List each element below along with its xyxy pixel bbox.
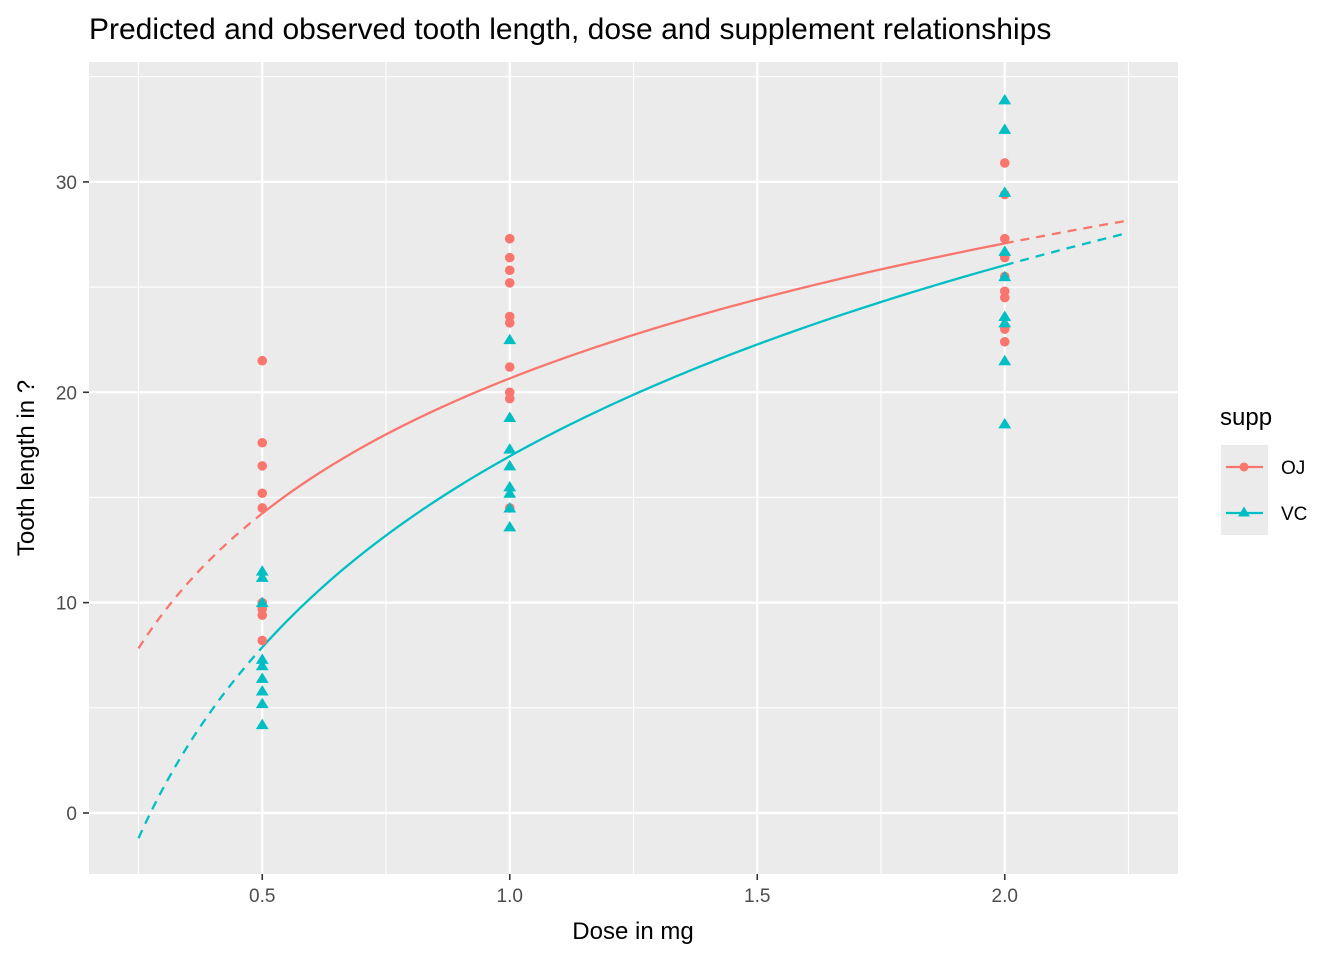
fit-extrapolated-high-oj [1004,219,1129,245]
point-vc [255,684,269,696]
point-vc [998,186,1012,197]
point-vc [255,697,269,709]
point-vc [998,316,1012,328]
y-axis-title: Tooth length in ? [13,380,40,556]
point-vc [503,443,517,454]
y-tick-label: 10 [56,594,77,615]
point-vc [998,270,1012,282]
x-tick-label: 1.0 [497,886,523,907]
axis-ticks [83,181,1006,880]
point-vc [503,480,517,492]
point-vc [255,571,269,582]
y-tick-label: 0 [66,804,77,825]
point-vc [255,718,269,730]
point-oj [504,393,515,404]
fit-observed-vc [261,264,1006,649]
point-vc [998,93,1012,105]
fit-observed-oj [261,242,1005,515]
x-tick-labels: 0.5 1.0 1.5 2.0 [249,886,1018,907]
point-vc [998,354,1012,366]
point-vc [503,520,517,532]
data-points [255,93,1012,730]
x-axis-title: Dose in mg [572,918,693,945]
point-vc [503,459,517,471]
x-tick-label: 0.5 [249,886,275,907]
point-vc [998,310,1012,322]
point-oj [504,278,515,288]
legend-label-oj: OJ [1281,458,1305,479]
x-tick-label: 2.0 [992,886,1018,907]
point-vc [503,411,517,423]
legend: supp OJ VC [1220,404,1307,535]
point-oj [257,610,268,621]
point-oj [999,336,1010,347]
fit-extrapolated-low-oj [137,512,263,650]
point-oj [257,461,268,471]
point-vc [255,653,269,664]
point-oj [504,252,515,263]
point-oj [257,488,268,499]
legend-marker-oj [1239,462,1249,472]
y-tick-labels: 0 10 20 30 [56,173,77,825]
point-vc [503,501,517,513]
fit-extrapolated-low-vc [137,646,264,839]
legend-marker-vc [1238,506,1250,517]
point-oj [504,318,515,328]
point-oj [999,158,1010,168]
y-tick-label: 30 [56,173,77,194]
point-vc [503,487,517,498]
point-vc [503,333,517,345]
point-oj [257,437,268,448]
point-oj [504,362,515,372]
point-vc [255,659,269,671]
fit-lines [137,219,1129,839]
point-oj [257,635,268,646]
point-oj [999,292,1010,303]
y-tick-label: 20 [56,383,77,404]
point-vc [255,565,269,576]
point-vc [998,417,1012,429]
point-oj [257,355,268,366]
legend-label-vc: VC [1281,504,1307,525]
point-oj [257,503,268,513]
point-vc [255,672,269,683]
point-oj [504,233,515,244]
x-tick-label: 1.5 [744,886,770,907]
fit-extrapolated-high-vc [1004,231,1129,267]
point-oj [999,233,1010,244]
grid-minor [89,62,1178,874]
legend-title: supp [1220,404,1272,431]
chart-title: Predicted and observed tooth length, dos… [89,13,1051,46]
point-oj [504,265,515,276]
point-vc [998,245,1012,256]
point-vc [998,123,1012,134]
point-vc [255,596,269,608]
